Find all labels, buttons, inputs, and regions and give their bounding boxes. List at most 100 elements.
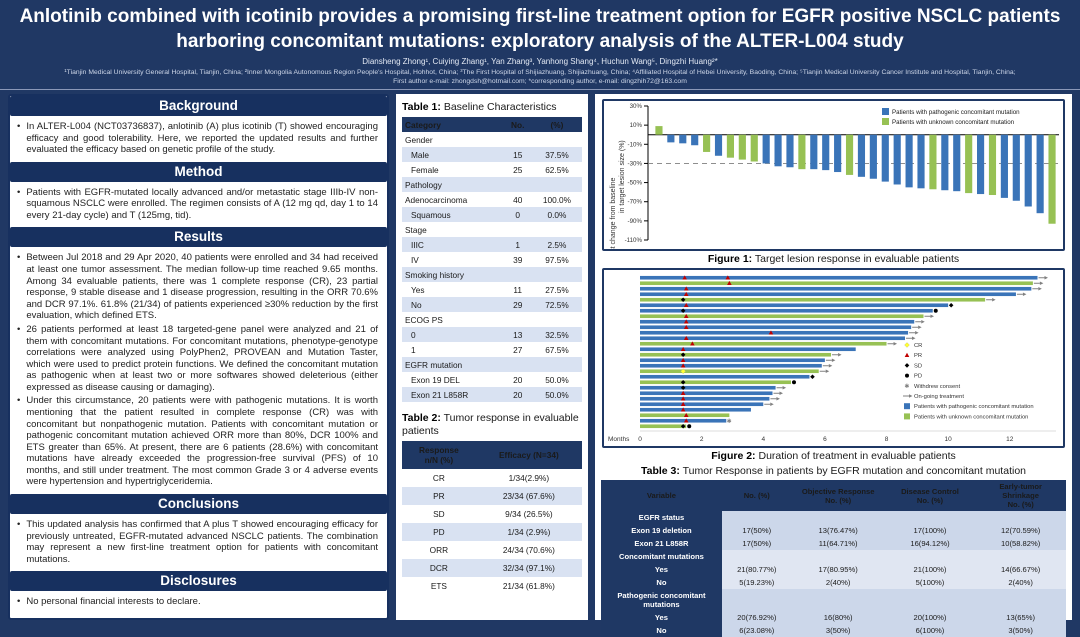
x-tick-label: 8 — [885, 436, 889, 443]
table1-category-cell: Male — [402, 147, 504, 163]
swimmer-bar — [640, 352, 832, 357]
waterfall-bar — [738, 134, 746, 160]
table3-value-cell: 10(58.82%) — [975, 537, 1066, 550]
table3-col-header: Objective Response No. (%) — [791, 480, 885, 511]
swimmer-bar — [640, 418, 727, 423]
table1-group-label: EGFR mutation — [402, 357, 582, 373]
table3-value-cell: 5(19.23%) — [721, 576, 792, 589]
table1-category-cell: 1 — [411, 344, 416, 355]
waterfall-chart: 30% 10% -10% -30% -50% -70% -90% -110% Best chan… — [610, 103, 1059, 249]
waterfall-bar — [726, 134, 734, 158]
table3-value-cell: 17(50%) — [721, 524, 792, 537]
table3-col-header: Disease Control No. (%) — [884, 480, 976, 511]
table1-group-row: Stage — [402, 222, 582, 237]
table1-category-cell: Exon 21 L858R — [402, 387, 504, 403]
figure2-caption-text: Duration of treatment in evaluable patie… — [755, 450, 956, 462]
legend-label: CR — [914, 343, 922, 349]
y-axis-label: in target lesion size (%) — [619, 140, 626, 213]
ongoing-arrow-icon — [782, 386, 787, 390]
ongoing-arrow-icon — [909, 394, 913, 398]
pr-marker-icon — [683, 335, 689, 341]
swimmer-bar — [640, 341, 887, 346]
table1-category-cell: Exon 19 DEL — [411, 374, 460, 385]
table2-cell: SD — [433, 509, 445, 520]
waterfall-bar — [786, 134, 794, 168]
table3-title-label: Table 3: — [641, 465, 680, 477]
figure2-caption: Figure 2: Duration of treatment in evalu… — [601, 450, 1066, 462]
pr-marker-icon — [683, 313, 689, 319]
swimmer-bar — [640, 286, 1032, 291]
section-body-conclusions: • This updated analysis has confirmed tha… — [10, 514, 387, 571]
legend-label: Patients with pathogenic concomitant mut… — [892, 109, 1020, 116]
swimmer-bar — [640, 391, 773, 396]
y-axis-label: Best change from baseline — [610, 177, 617, 249]
waterfall-bar — [822, 134, 830, 171]
pd-marker-icon — [905, 373, 909, 378]
table3-value-cell: 20(76.92%) — [721, 611, 792, 624]
ongoing-arrow-icon — [918, 325, 922, 329]
waterfall-bar — [655, 126, 663, 135]
sd-marker-icon — [810, 374, 815, 380]
table1-row: Squamous 0 0.0% — [402, 207, 582, 223]
table3-row: No 6(23.08%) 3(50%) 6(100%) 3(50%) — [601, 624, 1066, 637]
pr-marker-icon — [683, 418, 689, 423]
table3-value-cell: 17(50%) — [721, 537, 792, 550]
pr-marker-icon — [680, 363, 686, 368]
table3-variable-cell: Pathogenic concomitant mutations — [601, 589, 722, 611]
ongoing-arrow-icon — [779, 391, 784, 395]
table3-value-cell: 13(76.47%) — [791, 524, 885, 537]
table1-pct-cell: 50.0% — [531, 387, 582, 403]
table2-cell: DCR — [402, 559, 476, 578]
cr-marker-icon — [680, 368, 686, 374]
table3-value-cell — [975, 589, 1066, 611]
table2-col-header: Efficacy (N=34) — [475, 441, 582, 470]
ongoing-arrow-icon — [825, 369, 830, 373]
table3-value-cell — [791, 589, 885, 611]
table3-title-text: Tumor Response in patients by EGFR mutat… — [679, 465, 1026, 477]
table3-row: No 5(19.23%) 2(40%) 5(100%) 2(40%) — [601, 576, 1066, 589]
swimmer-bar — [640, 369, 819, 374]
ongoing-arrow-icon — [828, 364, 833, 368]
waterfall-bar — [679, 134, 687, 144]
ongoing-arrow-icon — [912, 336, 916, 340]
table3-value-cell: 6(23.08%) — [721, 624, 792, 637]
ongoing-arrow-icon — [776, 397, 780, 401]
swimmer-bar — [640, 380, 791, 385]
table1-group-label: Smoking history — [402, 267, 582, 283]
swimmer-bar — [640, 314, 924, 319]
figure2-caption-label: Figure 2: — [711, 450, 756, 462]
table2-tumor-response: Response n/N (%) Efficacy (N=34) CR 1/34(2… — [402, 441, 582, 595]
section-header-method: Method — [10, 161, 387, 182]
table1-row: 0 13 32.5% — [402, 327, 582, 343]
table3-group-row: EGFR status — [601, 511, 1066, 524]
table3-value-cell: 20(100%) — [884, 611, 976, 624]
table1-row: IIIC 1 2.5% — [402, 237, 582, 253]
pr-marker-icon — [683, 302, 689, 308]
table1-no-cell: 20 — [513, 374, 523, 385]
pr-marker-icon — [683, 412, 689, 418]
withdrew-marker-icon: ✱ — [904, 383, 909, 390]
table1-no-cell: 29 — [503, 297, 532, 313]
waterfall-bar — [977, 134, 985, 195]
section-body-method: • Patients with EGFR-mutated locally adva… — [10, 182, 387, 228]
swimmer-bar — [640, 363, 822, 368]
table1-pct-cell: 97.5% — [545, 254, 569, 265]
table1-pct-cell: 37.5% — [531, 147, 582, 163]
swimmer-bar — [640, 330, 909, 335]
table1-no-cell: 27 — [513, 344, 523, 355]
table1-col-header: Category — [402, 117, 504, 133]
pd-marker-icon — [791, 380, 796, 385]
table3-value-cell: 3(50%) — [975, 624, 1066, 637]
table1-category-cell: Yes — [411, 284, 425, 295]
table2-cell: PD — [402, 523, 476, 542]
poster-title-line1: Anlotinib combined with icotinib provide… — [19, 6, 1061, 27]
table1-category-cell: IV — [411, 254, 419, 265]
table1-row: Yes 11 27.5% — [402, 282, 582, 297]
table2-cell: CR — [432, 473, 445, 484]
table2-cell: 23/34 (67.6%) — [475, 487, 582, 506]
table3-value-cell — [721, 550, 792, 563]
section-body-disclosures: • No personal financial interests to decl… — [10, 591, 387, 614]
bullet-text: Under this circumstance, 20 patients wer… — [26, 395, 378, 488]
bullet-dot: • — [17, 519, 21, 531]
table2-cell: 1/34(2.9%) — [508, 473, 550, 484]
